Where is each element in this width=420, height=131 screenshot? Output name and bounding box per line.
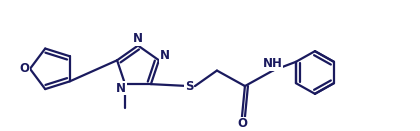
Text: O: O — [19, 62, 29, 75]
Text: S: S — [185, 80, 193, 93]
Text: NH: NH — [263, 57, 283, 70]
Text: N: N — [116, 81, 126, 94]
Text: O: O — [237, 117, 247, 130]
Text: N: N — [160, 49, 170, 62]
Text: N: N — [133, 32, 143, 45]
